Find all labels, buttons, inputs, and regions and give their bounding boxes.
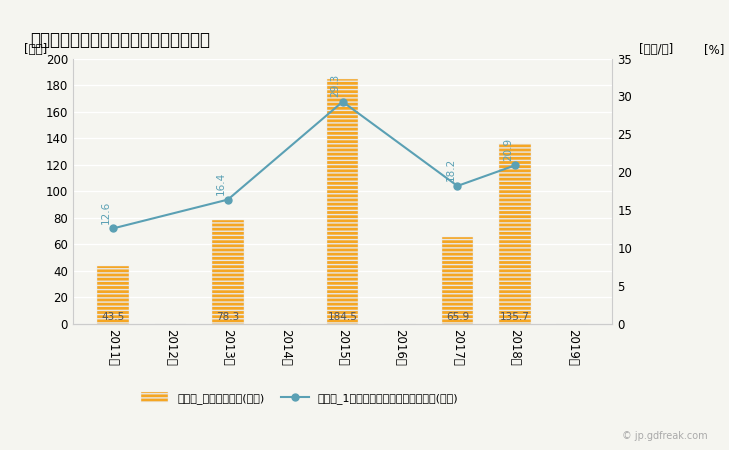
- Text: 12.6: 12.6: [101, 201, 112, 224]
- Text: [%]: [%]: [704, 43, 725, 56]
- Text: 16.4: 16.4: [216, 172, 226, 195]
- Bar: [97, 266, 129, 324]
- Text: 18.2: 18.2: [445, 158, 456, 181]
- Bar: [442, 237, 473, 324]
- Text: © jp.gdfreak.com: © jp.gdfreak.com: [622, 431, 707, 441]
- Text: 78.3: 78.3: [217, 312, 239, 322]
- Bar: [327, 79, 359, 324]
- Text: 20.9: 20.9: [503, 138, 513, 161]
- Text: 135.7: 135.7: [500, 312, 530, 322]
- Text: 65.9: 65.9: [446, 312, 469, 322]
- Bar: [212, 220, 243, 324]
- Text: 184.5: 184.5: [328, 312, 357, 322]
- Legend: 産業用_工事費予定額(左軸), 産業用_1平米当たり平均工事費予定額(右軸): 産業用_工事費予定額(左軸), 産業用_1平米当たり平均工事費予定額(右軸): [136, 388, 463, 409]
- Text: [億円]: [億円]: [24, 43, 47, 56]
- Text: 29.3: 29.3: [331, 74, 340, 97]
- Text: [万円/㎡]: [万円/㎡]: [639, 43, 674, 56]
- Text: 43.5: 43.5: [101, 312, 125, 322]
- Bar: [499, 144, 531, 324]
- Text: 産業用建築物の工事費予定額合計の推移: 産業用建築物の工事費予定額合計の推移: [30, 31, 210, 49]
